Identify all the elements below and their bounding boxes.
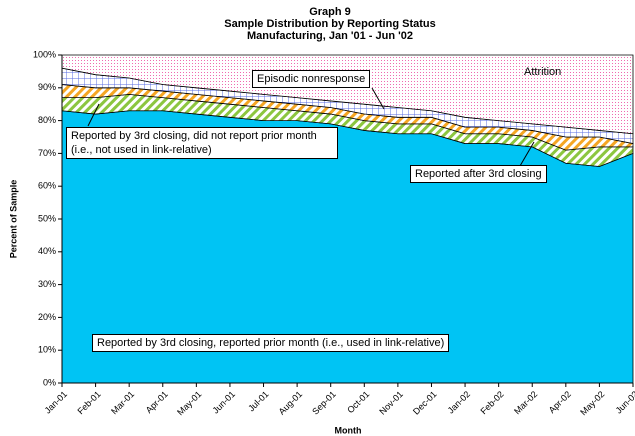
series-label: Reported by 3rd closing, reported prior …	[92, 334, 450, 352]
y-tick-label: 70%	[38, 148, 56, 158]
x-tick-label: Apr-01	[144, 389, 170, 415]
x-tick-label: Feb-02	[478, 389, 505, 416]
y-tick-label: 60%	[38, 181, 56, 191]
y-tick-label: 30%	[38, 279, 56, 289]
plot-area: 0%10%20%30%40%50%60%70%80%90%100%Jan-01 F…	[33, 49, 635, 417]
chart-subtitle: Sample Distribution by Reporting Status	[224, 18, 435, 30]
x-axis-title: Month	[335, 425, 362, 435]
series-label: Episodic nonresponse	[252, 70, 371, 88]
x-tick-label: Jun-02	[614, 389, 635, 416]
y-tick-label: 50%	[38, 213, 56, 223]
y-tick-label: 80%	[38, 115, 56, 125]
x-tick-label: May-02	[578, 389, 606, 417]
y-tick-label: 90%	[38, 82, 56, 92]
arrow	[519, 141, 535, 167]
x-tick-label: Jan-01	[43, 389, 70, 416]
x-tick-label: Jun-01	[210, 389, 237, 416]
x-tick-label: Jan-02	[446, 389, 473, 416]
x-tick-label: Nov-01	[377, 389, 405, 417]
series-label: Attrition	[524, 66, 562, 78]
arrow	[371, 87, 385, 110]
x-tick-label: Feb-01	[75, 389, 102, 416]
chart-subtitle: Manufacturing, Jan '01 - Jun '02	[247, 30, 413, 42]
y-tick-label: 20%	[38, 312, 56, 322]
series-label: Reported after 3rd closing	[410, 165, 547, 183]
x-tick-label: Dec-01	[411, 389, 439, 417]
x-tick-label: Oct-01	[345, 389, 371, 415]
y-tick-label: 100%	[33, 49, 56, 59]
y-tick-label: 0%	[43, 377, 56, 387]
x-tick-label: Jul-01	[246, 389, 270, 413]
y-tick-label: 40%	[38, 246, 56, 256]
y-axis-title: Percent of Sample	[8, 180, 18, 259]
x-tick-label: Sep-01	[310, 389, 338, 417]
x-tick-label: Mar-02	[512, 389, 539, 416]
chart-title: Graph 9	[309, 6, 351, 18]
x-tick-label: Apr-02	[547, 389, 573, 415]
x-tick-label: May-01	[175, 389, 203, 417]
y-tick-label: 10%	[38, 345, 56, 355]
area	[61, 54, 634, 135]
annotation-arrows	[87, 87, 535, 167]
x-tick-label: Aug-01	[277, 389, 305, 417]
arrow	[87, 103, 100, 127]
x-tick-label: Mar-01	[109, 389, 136, 416]
series-label: Reported by 3rd closing, did not report …	[66, 127, 338, 159]
